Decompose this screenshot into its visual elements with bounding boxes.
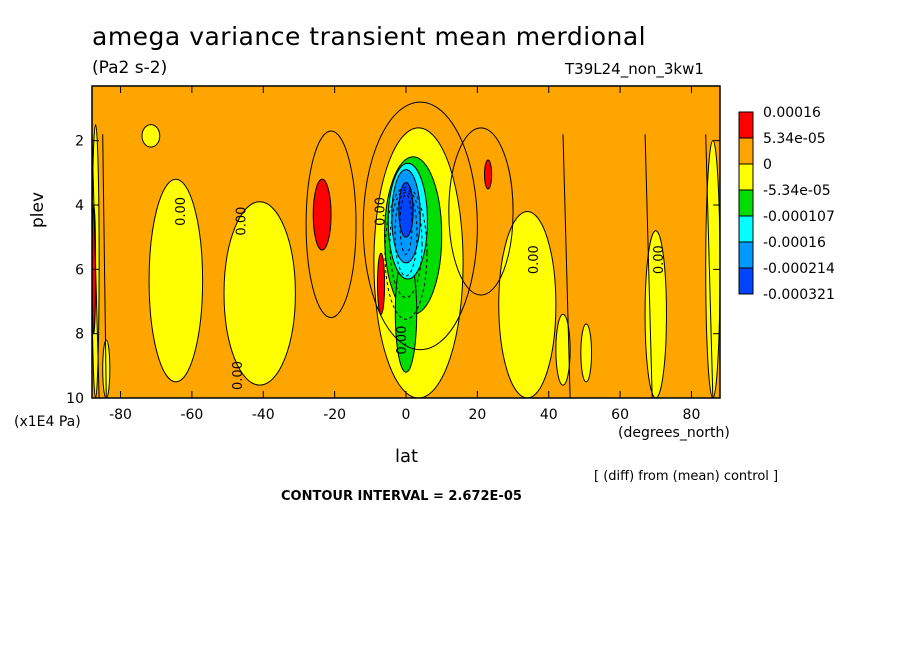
run-name: T39L24_non_3kw1 bbox=[565, 60, 704, 78]
colorbar-swatch bbox=[738, 189, 754, 217]
negative-contour-line bbox=[394, 191, 418, 277]
contour-label: 0.00 bbox=[231, 361, 246, 390]
contour-line bbox=[362, 101, 478, 351]
contour-label: 0.00 bbox=[395, 326, 410, 355]
colorbar-label: 5.34e-05 bbox=[763, 131, 826, 147]
colorbar-label: -0.000107 bbox=[763, 209, 835, 225]
region-yellow bbox=[580, 323, 593, 383]
chart-title: amega variance transient mean merdional bbox=[92, 22, 647, 51]
region-yellow bbox=[498, 210, 557, 398]
x-tick-label: -20 bbox=[323, 407, 346, 423]
colorbar-label: 0 bbox=[763, 157, 772, 173]
colorbar-swatch bbox=[738, 267, 754, 295]
region-yellow bbox=[148, 178, 204, 383]
contour-line bbox=[92, 134, 100, 398]
colorbar-swatch bbox=[738, 111, 754, 139]
y-tick-label: 6 bbox=[75, 262, 84, 278]
y-axis-unit: (x1E4 Pa) bbox=[14, 414, 81, 430]
region-red bbox=[312, 178, 332, 251]
contour-line bbox=[562, 134, 571, 398]
y-tick-label: 10 bbox=[66, 391, 84, 407]
colorbar-label: -5.34e-05 bbox=[763, 183, 831, 199]
contour-line bbox=[705, 134, 714, 398]
contour-label: 0.00 bbox=[234, 207, 249, 236]
chart-units: (Pa2 s-2) bbox=[92, 58, 168, 78]
contour-line bbox=[305, 130, 357, 319]
negative-contour-line bbox=[399, 193, 413, 255]
x-tick-label: 0 bbox=[402, 407, 411, 423]
region-yellow bbox=[141, 124, 161, 148]
x-axis-label: lat bbox=[395, 446, 419, 467]
region-yellow bbox=[223, 201, 296, 386]
contour-line bbox=[644, 134, 653, 398]
x-tick-label: 60 bbox=[611, 407, 629, 423]
contour-label: 0.00 bbox=[174, 197, 189, 226]
x-axis-unit: (degrees_north) bbox=[618, 425, 730, 441]
x-tick-label: -40 bbox=[252, 407, 275, 423]
y-tick-label: 2 bbox=[75, 134, 84, 150]
region-blue bbox=[398, 181, 414, 238]
x-tick-label: 20 bbox=[468, 407, 486, 423]
region-red bbox=[484, 159, 493, 190]
region-yellow bbox=[555, 313, 571, 386]
contour-label: 0.00 bbox=[652, 245, 667, 274]
y-tick-label: 4 bbox=[75, 198, 84, 214]
negative-contour-line bbox=[384, 186, 428, 320]
colorbar-label: 0.00016 bbox=[763, 105, 821, 121]
colorbar-swatch bbox=[738, 215, 754, 243]
contour-line bbox=[102, 134, 107, 398]
region-red bbox=[376, 252, 386, 315]
colorbar-swatch bbox=[738, 137, 754, 165]
colorbar-swatch bbox=[738, 163, 754, 191]
y-tick-label: 8 bbox=[75, 327, 84, 343]
x-tick-label: -80 bbox=[109, 407, 132, 423]
colorbar-swatch bbox=[738, 241, 754, 269]
x-tick-label: 40 bbox=[540, 407, 558, 423]
negative-contour-line bbox=[389, 189, 423, 299]
contour-label: 0.00 bbox=[527, 245, 542, 274]
contour-interval: CONTOUR INTERVAL = 2.672E-05 bbox=[281, 489, 522, 504]
diff-note: [ (diff) from (mean) control ] bbox=[594, 469, 779, 484]
colorbar-label: -0.000214 bbox=[763, 261, 835, 277]
x-tick-label: -60 bbox=[180, 407, 203, 423]
contour-line bbox=[448, 127, 514, 296]
colorbar-label: -0.000321 bbox=[763, 287, 835, 303]
x-tick-label: 80 bbox=[683, 407, 701, 423]
contour-label: 0.00 bbox=[374, 197, 389, 226]
colorbar-label: -0.00016 bbox=[763, 235, 826, 251]
